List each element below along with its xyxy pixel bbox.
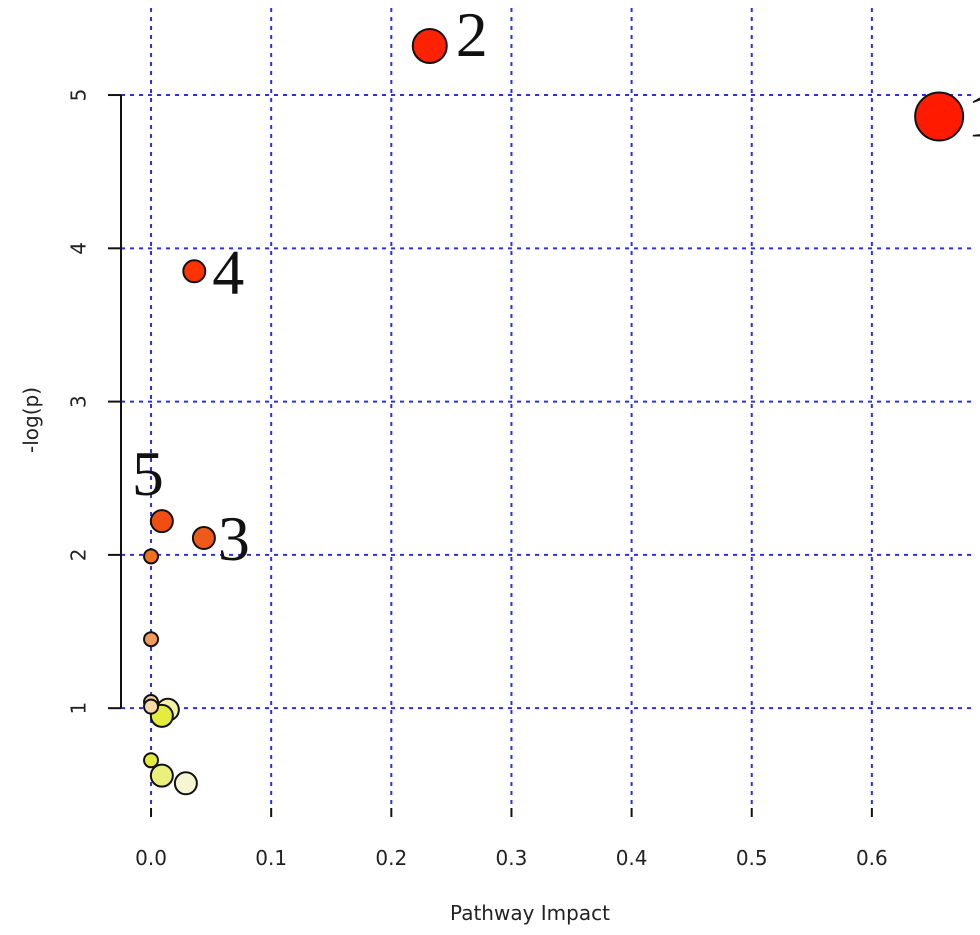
data-point <box>411 27 448 64</box>
point-label-2: 2 <box>456 0 488 70</box>
data-point <box>149 509 174 534</box>
axes: Pathway Impact -log(p) 0.0 0.1 0.2 0.3 0.4 0.… <box>19 89 888 925</box>
data-point <box>149 763 174 788</box>
point-labels: 1 2 3 4 5 <box>132 0 980 574</box>
data-point <box>143 631 160 648</box>
y-axis-title: -log(p) <box>19 387 43 453</box>
y-tick-label: 1 <box>67 702 91 715</box>
data-point <box>191 526 216 551</box>
x-tick-label: 0.4 <box>616 846 648 870</box>
point-label-1: 1 <box>967 79 980 150</box>
y-tick-label: 2 <box>67 549 91 562</box>
data-point <box>173 771 198 796</box>
y-tick-label: 3 <box>67 395 91 408</box>
x-axis-title: Pathway Impact <box>450 901 610 925</box>
y-tick-label: 5 <box>67 89 91 102</box>
point-label-5: 5 <box>132 438 164 509</box>
data-point <box>143 698 160 715</box>
y-tick-label: 4 <box>67 242 91 255</box>
data-points <box>143 27 965 796</box>
point-label-3: 3 <box>218 503 250 574</box>
data-point <box>143 548 160 565</box>
x-tick-label: 0.1 <box>255 846 287 870</box>
data-point <box>182 259 207 284</box>
x-tick-label: 0.6 <box>856 846 888 870</box>
point-label-4: 4 <box>212 236 244 307</box>
x-tick-label: 0.5 <box>736 846 768 870</box>
grid-lines <box>121 8 975 808</box>
data-point <box>914 91 965 142</box>
x-tick-label: 0.0 <box>135 846 167 870</box>
data-point <box>143 752 160 769</box>
x-tick-label: 0.2 <box>375 846 407 870</box>
x-tick-label: 0.3 <box>496 846 528 870</box>
